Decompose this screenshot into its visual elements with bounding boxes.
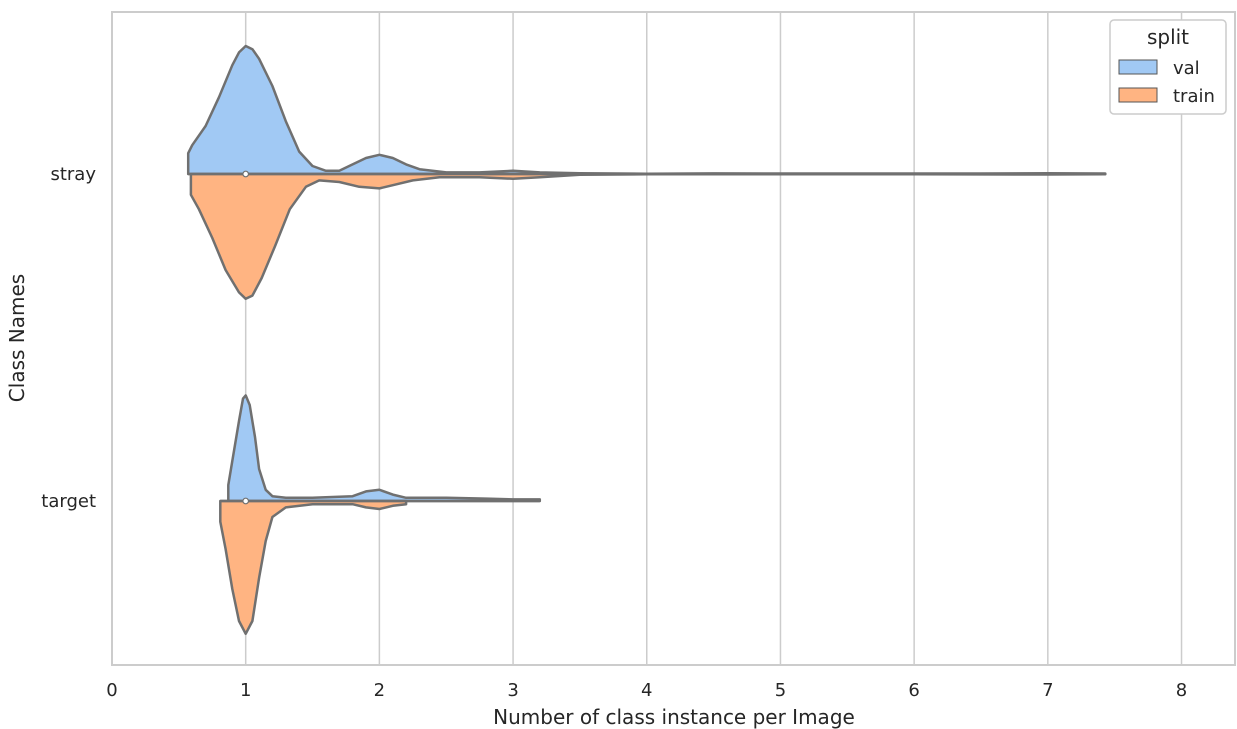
median-marker-target [242, 497, 250, 505]
violin-target-val [227, 394, 542, 503]
plot-frame [111, 11, 1236, 666]
x-tick-label: 1 [240, 680, 251, 701]
y-tick-label-target: target [41, 491, 96, 512]
x-tick-label: 5 [775, 680, 786, 701]
legend-label-train: train [1173, 86, 1215, 107]
median-marker-stray [242, 170, 250, 178]
violin-stray-train [189, 172, 1107, 301]
x-axis-label: Number of class instance per Image [493, 705, 855, 729]
legend: split val train [1109, 19, 1227, 115]
x-tick-label: 8 [1176, 680, 1187, 701]
x-tick-label: 6 [908, 680, 919, 701]
x-tick-label: 7 [1042, 680, 1053, 701]
legend-swatch-train [1118, 87, 1158, 103]
x-tick-label: 4 [641, 680, 652, 701]
y-tick-label-stray: stray [50, 164, 96, 185]
x-tick-label: 3 [507, 680, 518, 701]
violin-target-train [219, 499, 408, 636]
legend-label-val: val [1173, 58, 1200, 79]
legend-swatch-val [1118, 59, 1158, 75]
y-axis-label: Class Names [5, 274, 29, 402]
y-tick-labels: stray target [41, 164, 96, 512]
x-tick-label: 2 [374, 680, 385, 701]
x-tick-label: 0 [106, 680, 117, 701]
violins [186, 44, 1107, 636]
x-tick-labels: 0 1 2 3 4 5 6 7 8 [106, 680, 1187, 701]
legend-title: split [1147, 25, 1189, 49]
